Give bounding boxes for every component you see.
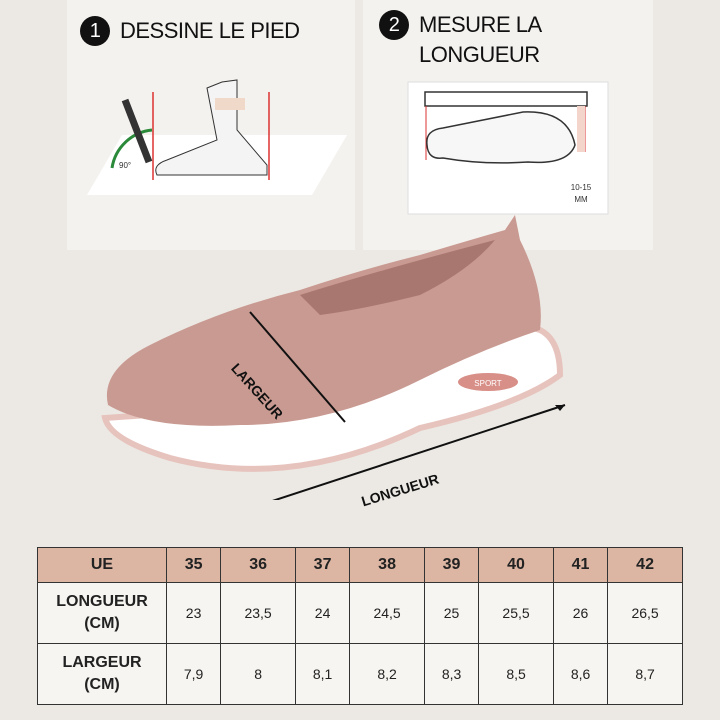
table-row-length: LONGUEUR (CM) 23 23,5 24 24,5 25 25,5 26 … — [37, 582, 683, 644]
angle-label: 90° — [119, 161, 131, 170]
value-cell: 8 — [220, 643, 296, 705]
table-row-width: LARGEUR (CM) 7,9 8 8,1 8,2 8,3 8,5 8,6 8,… — [37, 643, 683, 705]
value-cell: 23 — [165, 582, 222, 644]
size-table-header: UE 35 36 37 38 39 40 41 42 — [37, 547, 683, 583]
size-cell: 41 — [552, 547, 609, 583]
value-cell: 8,3 — [423, 643, 480, 705]
step-2-panel: 2 MESURE LA LONGUEUR 10-15 MM — [363, 0, 653, 250]
size-cell: 36 — [220, 547, 296, 583]
value-cell: 23,5 — [220, 582, 296, 644]
row-header: LARGEUR (CM) — [37, 643, 167, 705]
shoe-illustration: SPORT — [101, 215, 566, 500]
value-cell: 25 — [423, 582, 480, 644]
size-cell: 38 — [349, 547, 425, 583]
value-cell: 24,5 — [349, 582, 425, 644]
row-label: LONGUEUR — [56, 593, 148, 610]
row-unit: (CM) — [84, 676, 120, 693]
step-title: MESURE LA LONGUEUR — [419, 12, 541, 67]
offset-note: 10-15 — [571, 183, 592, 192]
value-cell: 8,6 — [552, 643, 609, 705]
step-number: 1 — [80, 16, 110, 46]
row-unit: (CM) — [84, 615, 120, 632]
header-label: UE — [37, 547, 167, 583]
row-header: LONGUEUR (CM) — [37, 582, 167, 644]
value-cell: 7,9 — [165, 643, 222, 705]
value-cell: 26,5 — [607, 582, 683, 644]
size-table: UE 35 36 37 38 39 40 41 42 LONGUEUR (CM) … — [37, 547, 683, 705]
value-cell: 24 — [294, 582, 351, 644]
value-cell: 8,1 — [294, 643, 351, 705]
size-cell: 35 — [165, 547, 222, 583]
value-cell: 25,5 — [478, 582, 554, 644]
brand-badge: SPORT — [474, 379, 502, 388]
step-1-panel: 1 DESSINE LE PIED 90° — [67, 0, 355, 250]
foot-drawing-illustration: 90° — [87, 79, 347, 195]
step-number: 2 — [379, 10, 409, 40]
size-cell: 39 — [423, 547, 480, 583]
step-2-heading: 2 MESURE LA LONGUEUR — [379, 10, 559, 70]
size-cell: 40 — [478, 547, 554, 583]
value-cell: 8,7 — [607, 643, 683, 705]
size-cell: 37 — [294, 547, 351, 583]
value-cell: 26 — [552, 582, 609, 644]
step-title: DESSINE LE PIED — [120, 18, 300, 43]
value-cell: 8,5 — [478, 643, 554, 705]
value-cell: 8,2 — [349, 643, 425, 705]
offset-note-unit: MM — [574, 195, 588, 204]
size-cell: 42 — [607, 547, 683, 583]
foot-measure-illustration: 10-15 MM — [407, 81, 609, 215]
step-1-heading: 1 DESSINE LE PIED — [80, 16, 300, 46]
row-label: LARGEUR — [62, 654, 142, 671]
